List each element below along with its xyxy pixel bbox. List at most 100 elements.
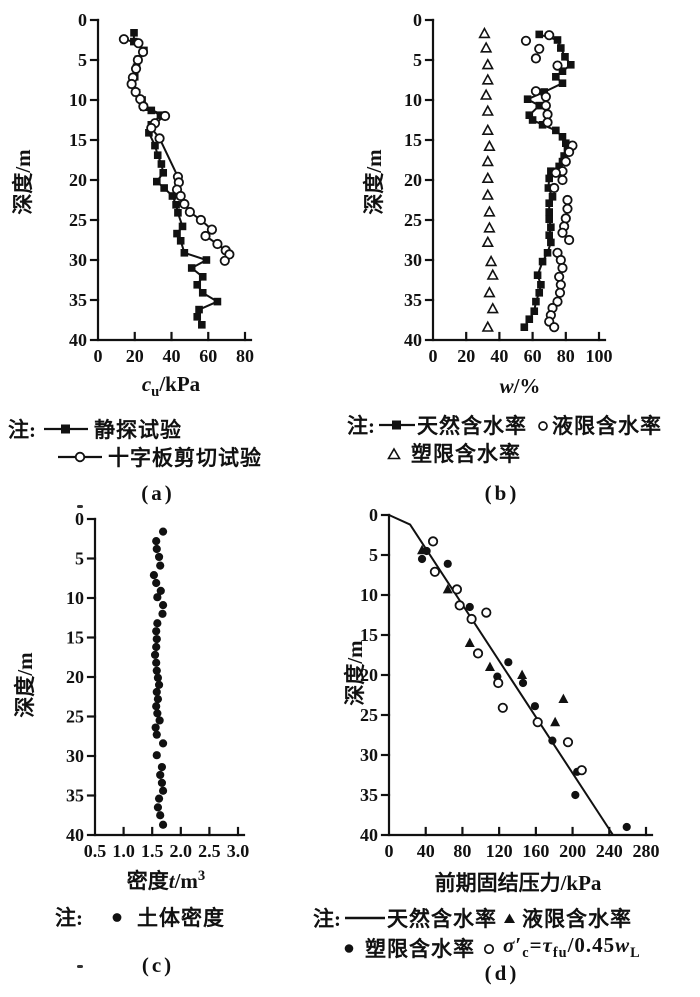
- svg-text:10: 10: [404, 90, 422, 110]
- svg-text:0.5: 0.5: [84, 841, 107, 861]
- chart-d-legend: 注: 天然含水率 液限含水率 塑限含水率 σ′c=τfu/0.45wL: [313, 903, 641, 963]
- svg-text:深度/m: 深度/m: [11, 149, 35, 215]
- legend-row: 注: 静探试验: [8, 415, 262, 443]
- legend-label-formula: σ′c=τfu/0.45wL: [503, 933, 641, 962]
- svg-text:5: 5: [369, 545, 378, 565]
- svg-text:0: 0: [75, 509, 84, 529]
- note-prefix: 注:: [313, 907, 341, 931]
- svg-text:60: 60: [199, 346, 217, 366]
- svg-text:60: 60: [524, 346, 542, 366]
- legend-label: 液限含水率: [552, 414, 662, 438]
- svg-text:20: 20: [360, 665, 378, 685]
- stray-mark: [77, 965, 83, 968]
- svg-text:20: 20: [66, 667, 84, 687]
- stray-mark: [77, 505, 83, 508]
- legend-label: 静探试验: [94, 418, 182, 442]
- svg-text:80: 80: [557, 346, 575, 366]
- open-circle-marker-icon: [483, 942, 495, 954]
- svg-text:35: 35: [360, 785, 378, 805]
- legend-label: 塑限含水率: [365, 937, 475, 961]
- svg-text:15: 15: [360, 625, 378, 645]
- chart-d-plot: 0 5 10 15 20 25 30 35 40 0 40 80 120 160 200 240 280 前期固结…: [343, 505, 660, 895]
- svg-text:25: 25: [66, 707, 84, 727]
- svg-text:80: 80: [453, 841, 471, 861]
- svg-text:30: 30: [404, 250, 422, 270]
- svg-text:40: 40: [404, 330, 422, 350]
- svg-text:100: 100: [586, 346, 613, 366]
- svg-text:10: 10: [360, 585, 378, 605]
- legend-label: 十字板剪切试验: [108, 446, 262, 470]
- svg-text:0: 0: [369, 505, 378, 525]
- svg-text:25: 25: [69, 210, 87, 230]
- svg-text:35: 35: [66, 786, 84, 806]
- chart-c-plot: 0 5 10 15 20 25 30 35 400.5 1.0 1.5 2.0 2.5 3.0 密度t/m3…: [13, 509, 250, 893]
- svg-text:200: 200: [559, 841, 586, 861]
- svg-text:5: 5: [75, 549, 84, 569]
- note-prefix: 注:: [347, 414, 375, 438]
- svg-text:30: 30: [66, 746, 84, 766]
- filled-triangle-marker-icon: [503, 912, 516, 924]
- svg-text:cu/kPa: cu/kPa: [142, 372, 201, 400]
- svg-text:5: 5: [413, 50, 422, 70]
- open-circle-marker-icon: [537, 419, 549, 431]
- svg-text:20: 20: [69, 170, 87, 190]
- note-prefix: 注:: [55, 906, 83, 930]
- svg-text:1.5: 1.5: [141, 841, 164, 861]
- svg-text:1.0: 1.0: [112, 841, 135, 861]
- filled-square-line-marker-icon: [43, 423, 89, 435]
- legend-row: 塑限含水率 σ′c=τfu/0.45wL: [343, 933, 641, 963]
- svg-text:深度/m: 深度/m: [343, 640, 367, 706]
- svg-text:前期固结压力/kPa: 前期固结压力/kPa: [435, 871, 602, 895]
- solid-line-marker-icon: [345, 912, 385, 924]
- svg-text:25: 25: [404, 210, 422, 230]
- svg-text:80: 80: [236, 346, 254, 366]
- svg-text:w/%: w/%: [500, 374, 541, 398]
- svg-text:25: 25: [360, 705, 378, 725]
- chart-b-caption: (b): [484, 481, 520, 505]
- svg-text:2.0: 2.0: [170, 841, 193, 861]
- legend-row: 塑限含水率: [387, 439, 662, 467]
- svg-text:35: 35: [404, 290, 422, 310]
- svg-text:40: 40: [163, 346, 181, 366]
- svg-text:3.0: 3.0: [227, 841, 250, 861]
- chart-a-plot: 0 5 10 15 20 25 30 35 40 0 20 40 60 80 cu/kPa 深度/m: [11, 10, 254, 400]
- note-prefix: 注:: [8, 418, 36, 442]
- svg-text:2.5: 2.5: [198, 841, 221, 861]
- svg-text:20: 20: [457, 346, 475, 366]
- svg-text:120: 120: [486, 841, 513, 861]
- legend-label: 塑限含水率: [411, 442, 521, 466]
- svg-text:40: 40: [490, 346, 508, 366]
- chart-a-legend: 注: 静探试验 十字板剪切试验: [8, 415, 262, 471]
- svg-text:40: 40: [417, 841, 435, 861]
- svg-text:0: 0: [385, 841, 394, 861]
- svg-text:0: 0: [413, 10, 422, 30]
- svg-text:0: 0: [94, 346, 103, 366]
- filled-square-line-marker-icon: [379, 419, 415, 431]
- svg-text:40: 40: [69, 330, 87, 350]
- svg-text:深度/m: 深度/m: [362, 149, 386, 215]
- svg-text:280: 280: [633, 841, 660, 861]
- svg-text:10: 10: [66, 588, 84, 608]
- legend-label: 天然含水率: [387, 907, 497, 931]
- chart-d-caption: (d): [484, 961, 520, 985]
- svg-text:15: 15: [66, 628, 84, 648]
- chart-b-legend: 注: 天然含水率 液限含水率 塑限含水率: [347, 411, 662, 467]
- chart-a-caption: (a): [141, 481, 175, 505]
- filled-circle-marker-icon: [343, 942, 355, 954]
- chart-b-plot: 0 5 10 15 20 25 30 35 40 0 20 40 60 80 100 w/% 深度/m: [362, 10, 613, 398]
- svg-text:20: 20: [126, 346, 144, 366]
- svg-text:15: 15: [69, 130, 87, 150]
- svg-text:0: 0: [78, 10, 87, 30]
- svg-text:240: 240: [596, 841, 623, 861]
- svg-text:30: 30: [69, 250, 87, 270]
- filled-circle-marker-icon: [111, 911, 123, 923]
- svg-text:密度t/m3: 密度t/m3: [127, 868, 206, 893]
- legend-row: 十字板剪切试验: [52, 443, 262, 471]
- svg-text:5: 5: [78, 50, 87, 70]
- open-triangle-marker-icon: [387, 446, 401, 460]
- legend-row: 注: 天然含水率 液限含水率: [347, 411, 662, 439]
- svg-text:40: 40: [66, 825, 84, 845]
- svg-text:0: 0: [429, 346, 438, 366]
- svg-text:30: 30: [360, 745, 378, 765]
